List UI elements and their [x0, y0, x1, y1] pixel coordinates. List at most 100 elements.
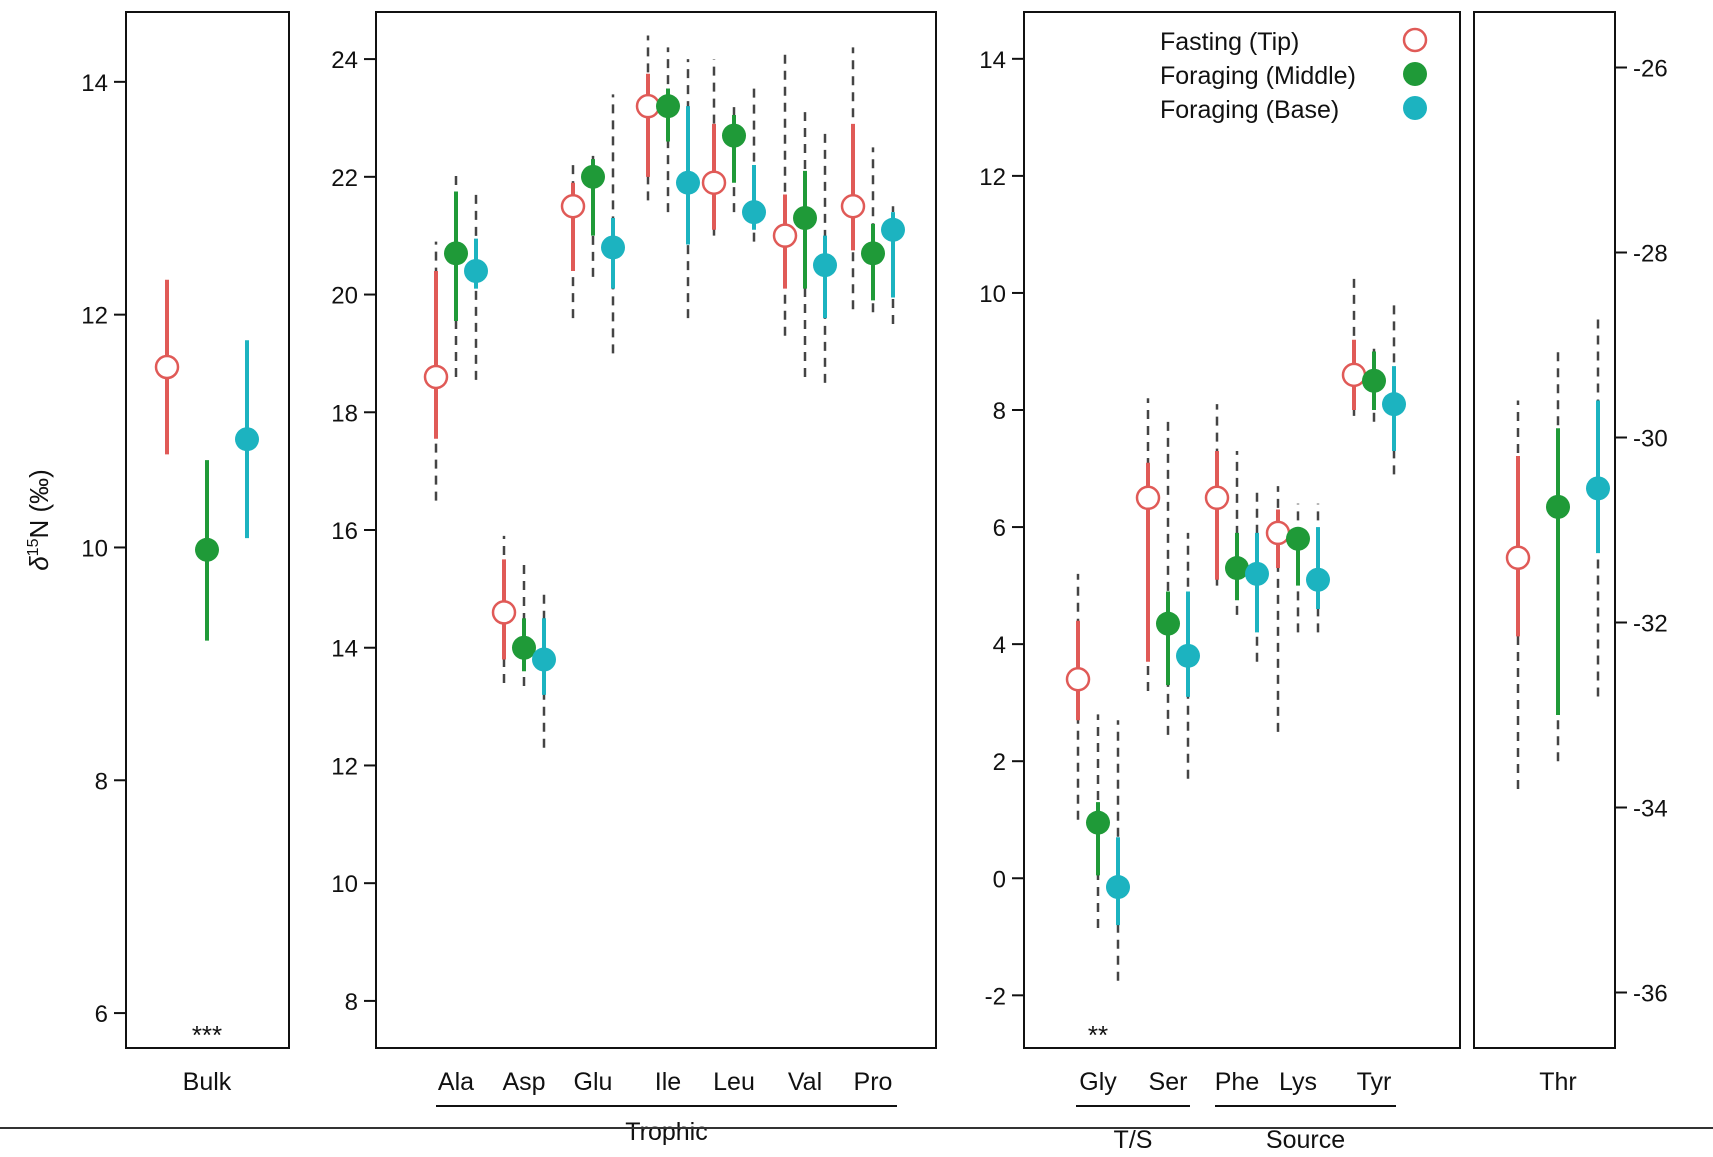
data-point	[154, 354, 180, 380]
data-point	[881, 217, 905, 242]
y-tick-label: 14	[331, 636, 358, 663]
x-category-label: Ile	[655, 1068, 681, 1096]
data-point	[581, 164, 605, 189]
data-point	[1265, 520, 1291, 546]
group-label: T/S	[1114, 1126, 1153, 1154]
data-point	[635, 93, 661, 119]
x-category-label: Gly	[1079, 1068, 1117, 1096]
data-point	[195, 537, 219, 562]
y-tick-label: 8	[95, 768, 108, 795]
y-tick-label: 12	[331, 753, 358, 780]
data-point	[491, 600, 517, 625]
data-point	[1204, 485, 1230, 511]
y-tick-label: -26	[1633, 56, 1668, 83]
y-tick-label: 20	[331, 283, 358, 310]
group-label: Trophic	[625, 1118, 707, 1146]
data-point	[701, 170, 727, 195]
y-tick-label: 6	[95, 1001, 108, 1028]
y-tick-label: 16	[331, 518, 358, 545]
legend-marker	[1402, 27, 1428, 53]
y-tick-label: 10	[331, 871, 358, 898]
legend: Fasting (Tip) Foraging (Middle) Foraging…	[1160, 27, 1428, 124]
y-tick-label: -32	[1633, 611, 1668, 638]
data-point	[1135, 485, 1161, 511]
data-point	[532, 647, 556, 672]
x-category-label: Leu	[713, 1068, 755, 1096]
y-tick-label: -36	[1633, 981, 1668, 1008]
y-tick-label: 8	[993, 398, 1006, 425]
y-tick-label: 10	[81, 535, 108, 562]
group-label: Source	[1266, 1126, 1345, 1154]
y-tick-label: 2	[993, 749, 1006, 776]
data-point	[1306, 567, 1330, 592]
panel-frame	[125, 11, 290, 1049]
significance-marker: **	[1088, 1020, 1108, 1050]
data-point	[840, 194, 866, 219]
data-point	[861, 241, 885, 266]
y-tick-label: 12	[979, 164, 1006, 191]
data-point	[1106, 875, 1130, 900]
data-point	[1546, 494, 1570, 519]
x-category-label: Lys	[1279, 1068, 1317, 1096]
data-point	[1286, 526, 1310, 551]
data-point	[1341, 362, 1367, 388]
data-point	[464, 259, 488, 283]
y-tick-label: 18	[331, 400, 358, 427]
y-tick-label: 10	[979, 281, 1006, 308]
y-tick-label: 0	[993, 866, 1006, 893]
panel-frame	[1023, 11, 1461, 1049]
x-category-label: Bulk	[183, 1068, 232, 1096]
x-category-label: Tyr	[1357, 1068, 1392, 1096]
legend-entry-label: Fasting (Tip)	[1160, 28, 1299, 56]
data-point	[512, 635, 536, 660]
x-category-label: Thr	[1539, 1068, 1577, 1096]
x-category-label: Asp	[502, 1068, 545, 1096]
data-point	[560, 194, 586, 219]
legend-marker	[1403, 62, 1427, 86]
x-category-label: Pro	[854, 1068, 893, 1096]
data-point	[1382, 392, 1406, 417]
data-point	[813, 253, 837, 278]
y-tick-label: 4	[993, 632, 1006, 659]
data-point	[722, 123, 746, 148]
data-point	[1086, 810, 1110, 835]
data-point	[742, 200, 766, 225]
data-point	[1176, 643, 1200, 668]
y-tick-label: 24	[331, 47, 358, 74]
data-point	[793, 206, 817, 231]
data-point	[1586, 476, 1610, 501]
data-point	[1225, 556, 1249, 581]
data-point	[676, 170, 700, 195]
data-point	[235, 427, 259, 452]
y-tick-label: 22	[331, 165, 358, 192]
data-point	[444, 241, 468, 266]
data-point	[772, 223, 798, 248]
y-tick-label: 8	[345, 989, 358, 1016]
y-axis-title: δ15N (‰)	[24, 469, 54, 571]
legend-marker	[1403, 96, 1427, 120]
y-tick-label: 12	[81, 303, 108, 330]
y-tick-label: 14	[979, 47, 1006, 74]
data-point	[601, 235, 625, 260]
data-point	[1156, 611, 1180, 636]
data-point	[656, 94, 680, 119]
data-point	[423, 364, 449, 390]
significance-marker: ***	[192, 1020, 222, 1050]
y-tick-label: -34	[1633, 796, 1668, 823]
x-category-label: Ala	[438, 1068, 474, 1096]
y-tick-label: -30	[1633, 426, 1668, 453]
legend-entry-label: Foraging (Middle)	[1160, 62, 1356, 90]
y-tick-label: 6	[993, 515, 1006, 542]
panel-frame	[1473, 11, 1616, 1049]
y-tick-label: -28	[1633, 241, 1668, 268]
data-point	[1362, 368, 1386, 393]
y-tick-label: -2	[985, 983, 1006, 1010]
x-category-label: Val	[788, 1068, 822, 1096]
x-category-label: Ser	[1149, 1068, 1188, 1096]
data-point	[1065, 667, 1091, 692]
legend-entry-label: Foraging (Base)	[1160, 96, 1339, 124]
x-category-label: Phe	[1215, 1068, 1259, 1096]
x-category-label: Glu	[574, 1068, 613, 1096]
